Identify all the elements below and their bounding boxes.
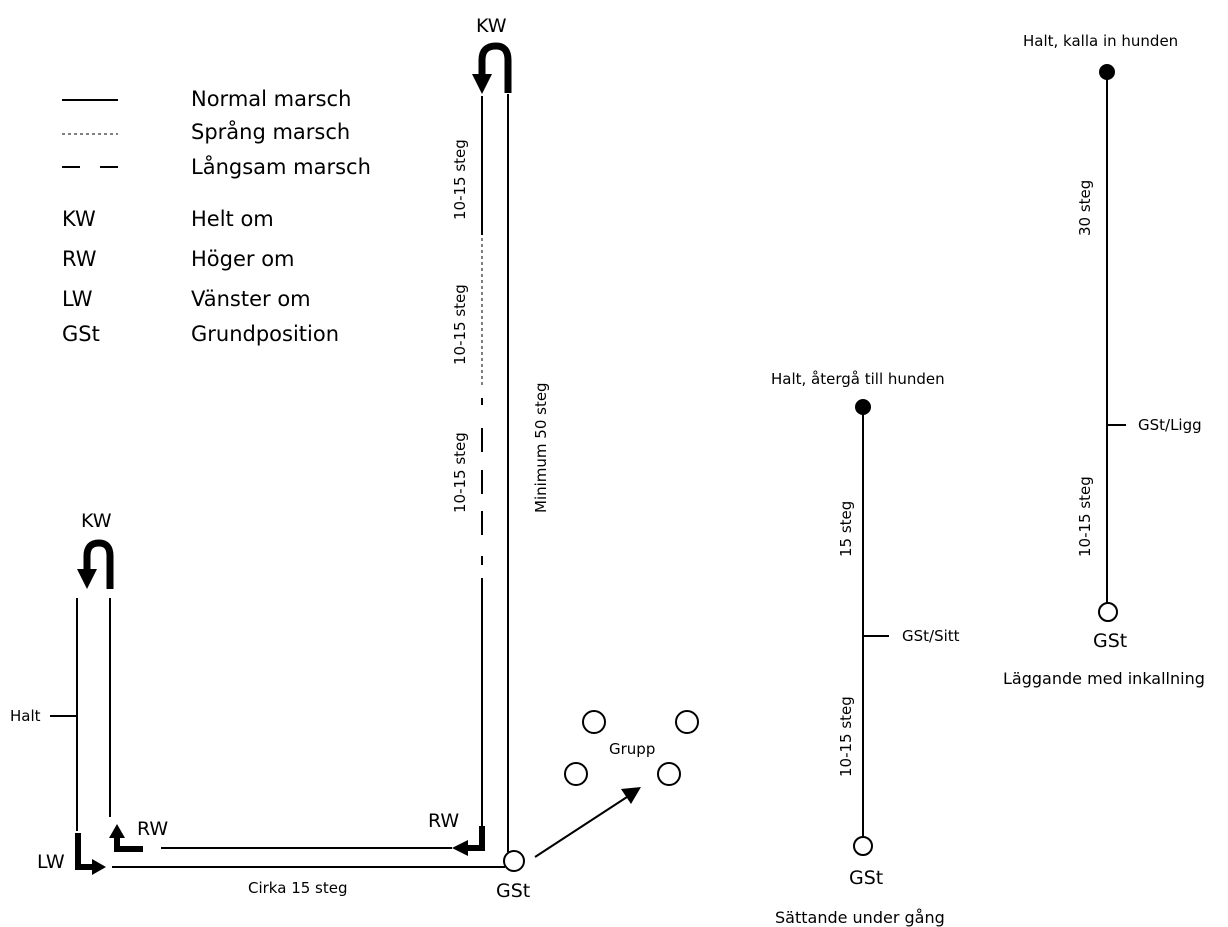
u-turn-top-icon (472, 42, 512, 94)
sattande-gst-label: GSt (849, 867, 883, 889)
sattande-caption: Sättande under gång (775, 908, 945, 927)
step-label-sprang: 10-15 steg (451, 284, 469, 365)
kw-top-label: KW (476, 15, 507, 37)
gst-start-label: GSt (496, 880, 530, 902)
legend-rw-label: Höger om (191, 247, 295, 271)
legend-lw-label: Vänster om (191, 287, 311, 311)
legend-kw-code: KW (62, 207, 96, 231)
sattande-gst-circle (853, 836, 873, 856)
step-label-normal: 10-15 steg (451, 139, 469, 220)
lw-left-label: LW (37, 851, 65, 873)
legend-kw-label: Helt om (191, 207, 274, 231)
legend-gst-code: GSt (62, 322, 100, 346)
sattande-exercise: Halt, återgå till hunden GSt/Sitt 15 ste… (771, 370, 960, 927)
legend-langsam-label: Långsam marsch (191, 154, 371, 179)
halt-label: Halt (10, 707, 41, 725)
rw-left-label: RW (137, 818, 168, 840)
legend-normal-label: Normal marsch (191, 87, 351, 111)
step-label-langsam: 10-15 steg (451, 432, 469, 513)
kw-left-label: KW (81, 510, 112, 532)
laggande-exercise: Halt, kalla in hunden GSt/Ligg 30 steg 1… (1003, 32, 1205, 688)
group-member (564, 762, 588, 786)
legend-sprang-label: Språng marsch (191, 119, 350, 144)
laggande-gst-label: GSt (1093, 630, 1127, 652)
sattande-marker-label: GSt/Sitt (902, 627, 960, 645)
rw-right-label: RW (428, 810, 459, 832)
laggande-upper-steps: 30 steg (1076, 180, 1094, 236)
laggande-gst-circle (1098, 602, 1118, 622)
sattande-upper-steps: 15 steg (837, 501, 855, 557)
laggande-marker-label: GSt/Ligg (1138, 416, 1202, 434)
arrow-to-group (534, 796, 628, 858)
left-turn-icon (75, 833, 106, 875)
step-label-cirka: Cirka 15 steg (248, 879, 348, 897)
main-course: KW 10-15 steg 10-15 steg 10-15 steg Mini… (10, 15, 699, 902)
sattande-top-label: Halt, återgå till hunden (771, 370, 945, 388)
u-turn-left-icon (77, 539, 114, 589)
right-turn-left-icon (109, 824, 143, 852)
arrow-head-icon (621, 787, 641, 804)
gst-start-circle (503, 850, 525, 872)
laggande-caption: Läggande med inkallning (1003, 669, 1205, 688)
laggande-top-label: Halt, kalla in hunden (1023, 32, 1178, 50)
legend: Normal marsch Språng marsch Långsam mars… (62, 87, 371, 346)
group-member (675, 710, 699, 734)
right-turn-right-icon (452, 826, 485, 856)
legend-rw-code: RW (62, 247, 97, 271)
laggande-lower-steps: 10-15 steg (1076, 476, 1094, 557)
sattande-lower-steps: 10-15 steg (837, 696, 855, 777)
legend-gst-label: Grundposition (191, 322, 339, 346)
step-label-minimum: Minimum 50 steg (532, 382, 550, 513)
group: Grupp (564, 710, 699, 786)
group-label: Grupp (609, 740, 655, 758)
group-member (582, 710, 606, 734)
group-member (657, 762, 681, 786)
legend-lw-code: LW (62, 287, 93, 311)
